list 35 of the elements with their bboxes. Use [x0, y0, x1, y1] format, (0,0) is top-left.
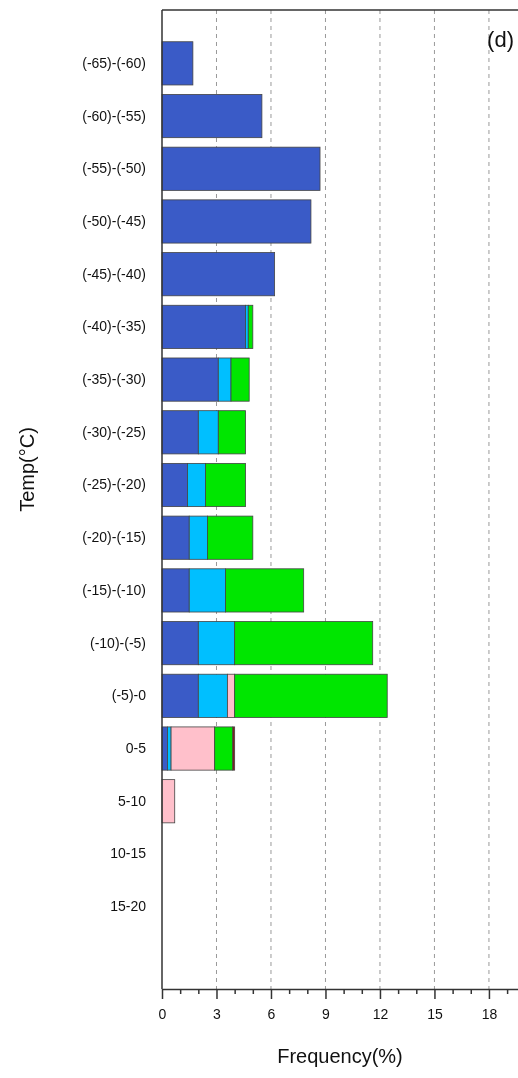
annotation: (d)	[487, 27, 514, 52]
y-tick-label: (-20)-(-15)	[82, 529, 146, 546]
y-tick-label: (-50)-(-45)	[82, 212, 146, 229]
y-tick-label: (-40)-(-35)	[82, 318, 146, 335]
x-tick-label: 6	[267, 1006, 276, 1022]
y-tick-label: (-25)-(-20)	[82, 476, 146, 493]
y-tick-label: 0-5	[125, 740, 147, 757]
y-tick-label: (-35)-(-30)	[82, 371, 146, 388]
x-tick-label: 3	[213, 1006, 222, 1022]
bar	[161, 94, 263, 139]
y-tick-label: (-5)-0	[111, 687, 147, 704]
bar	[161, 779, 176, 824]
bar	[161, 41, 194, 86]
y-tick-label: (-65)-(-60)	[82, 54, 146, 71]
y-tick-label: 10-15	[110, 845, 147, 862]
y-tick-label: (-45)-(-40)	[82, 265, 146, 282]
bar	[161, 146, 321, 191]
x-tick-label: 18	[481, 1006, 498, 1022]
x-tick-label: 0	[158, 1006, 167, 1022]
y-tick-label: (-60)-(-55)	[82, 107, 146, 124]
y-axis-title: Temp(°C)	[16, 427, 38, 512]
bar	[247, 304, 254, 349]
x-tick-label: 15	[427, 1006, 443, 1022]
x-axis-title: Frequency(%)	[277, 1045, 403, 1067]
y-tick-label: (-30)-(-25)	[82, 423, 146, 440]
y-tick-label: (-10)-(-5)	[90, 634, 146, 651]
y-tick-label: 15-20	[110, 898, 147, 915]
bar	[161, 304, 246, 349]
x-tick-label: 12	[372, 1006, 389, 1022]
y-tick-label: 5-10	[117, 792, 147, 809]
y-tick-label: (-55)-(-50)	[82, 160, 146, 177]
bar	[161, 252, 276, 297]
x-tick-label: 9	[322, 1006, 331, 1022]
bar	[161, 199, 312, 244]
y-tick-label: (-15)-(-10)	[82, 581, 146, 598]
